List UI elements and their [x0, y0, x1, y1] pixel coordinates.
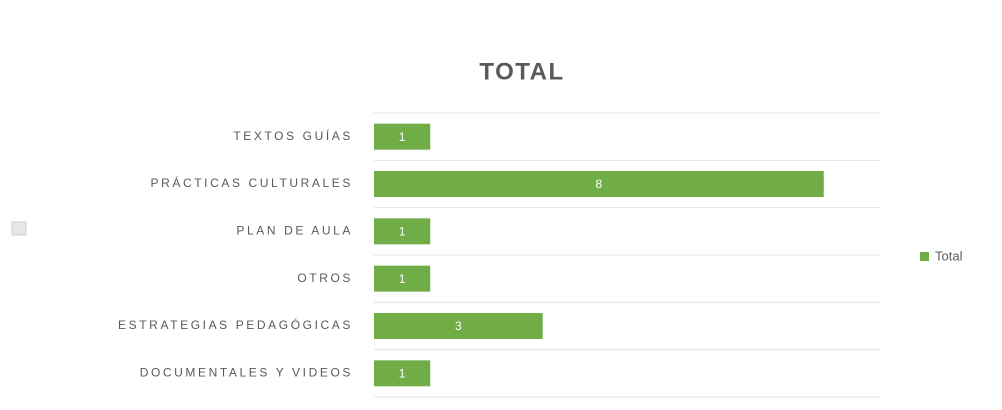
bar	[374, 360, 431, 387]
bar	[374, 123, 431, 150]
bar	[374, 265, 431, 292]
y-tick-label: TEXTOS GUÍAS	[233, 128, 353, 143]
bar	[374, 218, 431, 245]
data-label: 1	[399, 272, 406, 286]
data-label: 8	[596, 177, 603, 191]
data-label: 1	[399, 367, 406, 381]
y-tick-label: PRÁCTICAS CULTURALES	[151, 175, 353, 190]
data-label: 1	[399, 130, 406, 144]
chart-title: TOTAL	[479, 58, 564, 85]
y-tick-label: ESTRATEGIAS PEDAGÓGICAS	[118, 317, 353, 332]
data-label: 1	[399, 225, 406, 239]
y-tick-label: PLAN DE AULA	[236, 224, 353, 238]
data-label: 3	[455, 319, 462, 333]
y-tick-label: DOCUMENTALES Y VIDEOS	[140, 366, 353, 380]
legend-swatch	[920, 252, 929, 261]
y-tick-label: OTROS	[297, 271, 353, 285]
bar	[374, 171, 824, 197]
bar	[374, 313, 543, 339]
scroll-handle	[11, 221, 27, 236]
legend-label: Total	[935, 248, 963, 263]
